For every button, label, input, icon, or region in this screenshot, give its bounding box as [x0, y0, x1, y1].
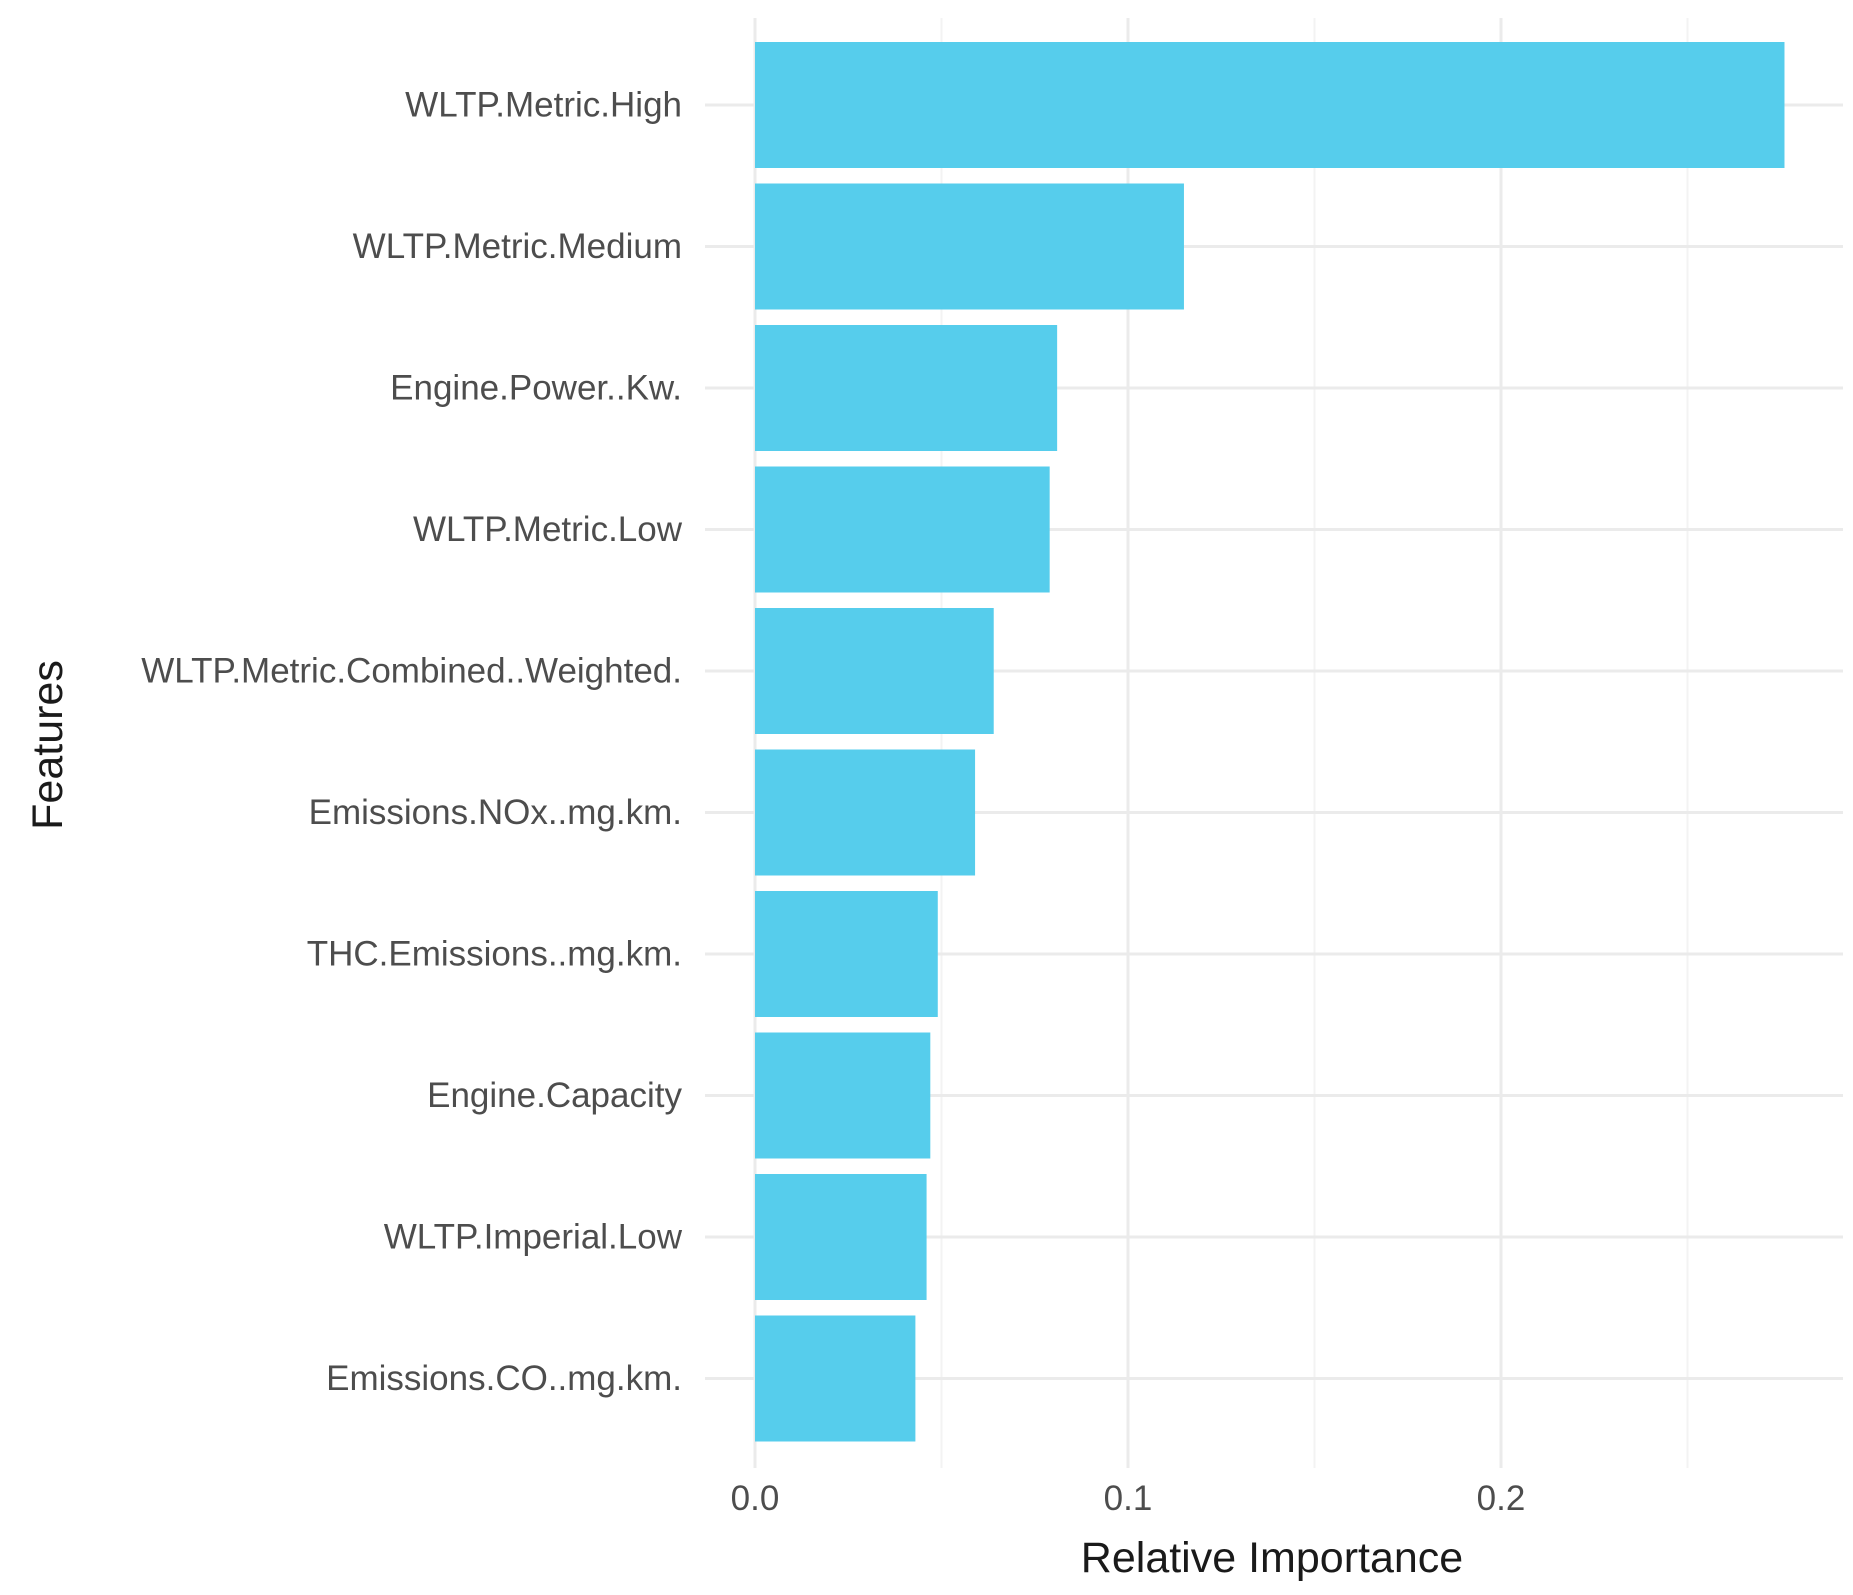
y-tick-label: Engine.Power..Kw.	[390, 369, 682, 408]
y-tick-label: THC.Emissions..mg.km.	[307, 935, 682, 974]
bars	[755, 42, 1785, 1442]
y-tick-label: WLTP.Metric.Medium	[353, 227, 682, 266]
x-tick-labels: 0.0 0.1 0.2	[731, 1479, 1526, 1518]
bar-engine-power-kw	[755, 325, 1058, 451]
y-axis-title: Features	[24, 660, 72, 830]
y-tick-label: WLTP.Metric.Combined..Weighted.	[141, 652, 682, 691]
x-tick-label: 0.2	[1477, 1479, 1526, 1518]
bar-engine-capacity	[755, 1032, 931, 1159]
bar-wltp-metric-high	[755, 42, 1785, 168]
x-tick-label: 0.0	[731, 1479, 780, 1518]
bar-emissions-co-mg-km	[755, 1315, 916, 1442]
y-tick-labels: WLTP.Metric.High WLTP.Metric.Medium Engine…	[141, 86, 683, 1399]
y-tick-label: Engine.Capacity	[427, 1076, 682, 1115]
x-axis-title: Relative Importance	[1081, 1534, 1463, 1582]
y-tick-label: WLTP.Metric.Low	[413, 510, 683, 549]
y-tick-label: Emissions.CO..mg.km.	[326, 1359, 682, 1398]
bar-wltp-metric-low	[755, 466, 1050, 593]
bar-thc-emissions-mg-km	[755, 891, 938, 1017]
x-tick-label: 0.1	[1104, 1479, 1153, 1518]
bar-wltp-imperial-low	[755, 1174, 927, 1300]
y-tick-label: WLTP.Metric.High	[405, 86, 682, 125]
y-tick-label: WLTP.Imperial.Low	[384, 1218, 683, 1257]
bar-wltp-metric-medium	[755, 183, 1184, 310]
bar-emissions-nox-mg-km	[755, 749, 976, 876]
bar-wltp-metric-combined-weighted	[755, 608, 994, 734]
y-tick-label: Emissions.NOx..mg.km.	[309, 793, 682, 832]
